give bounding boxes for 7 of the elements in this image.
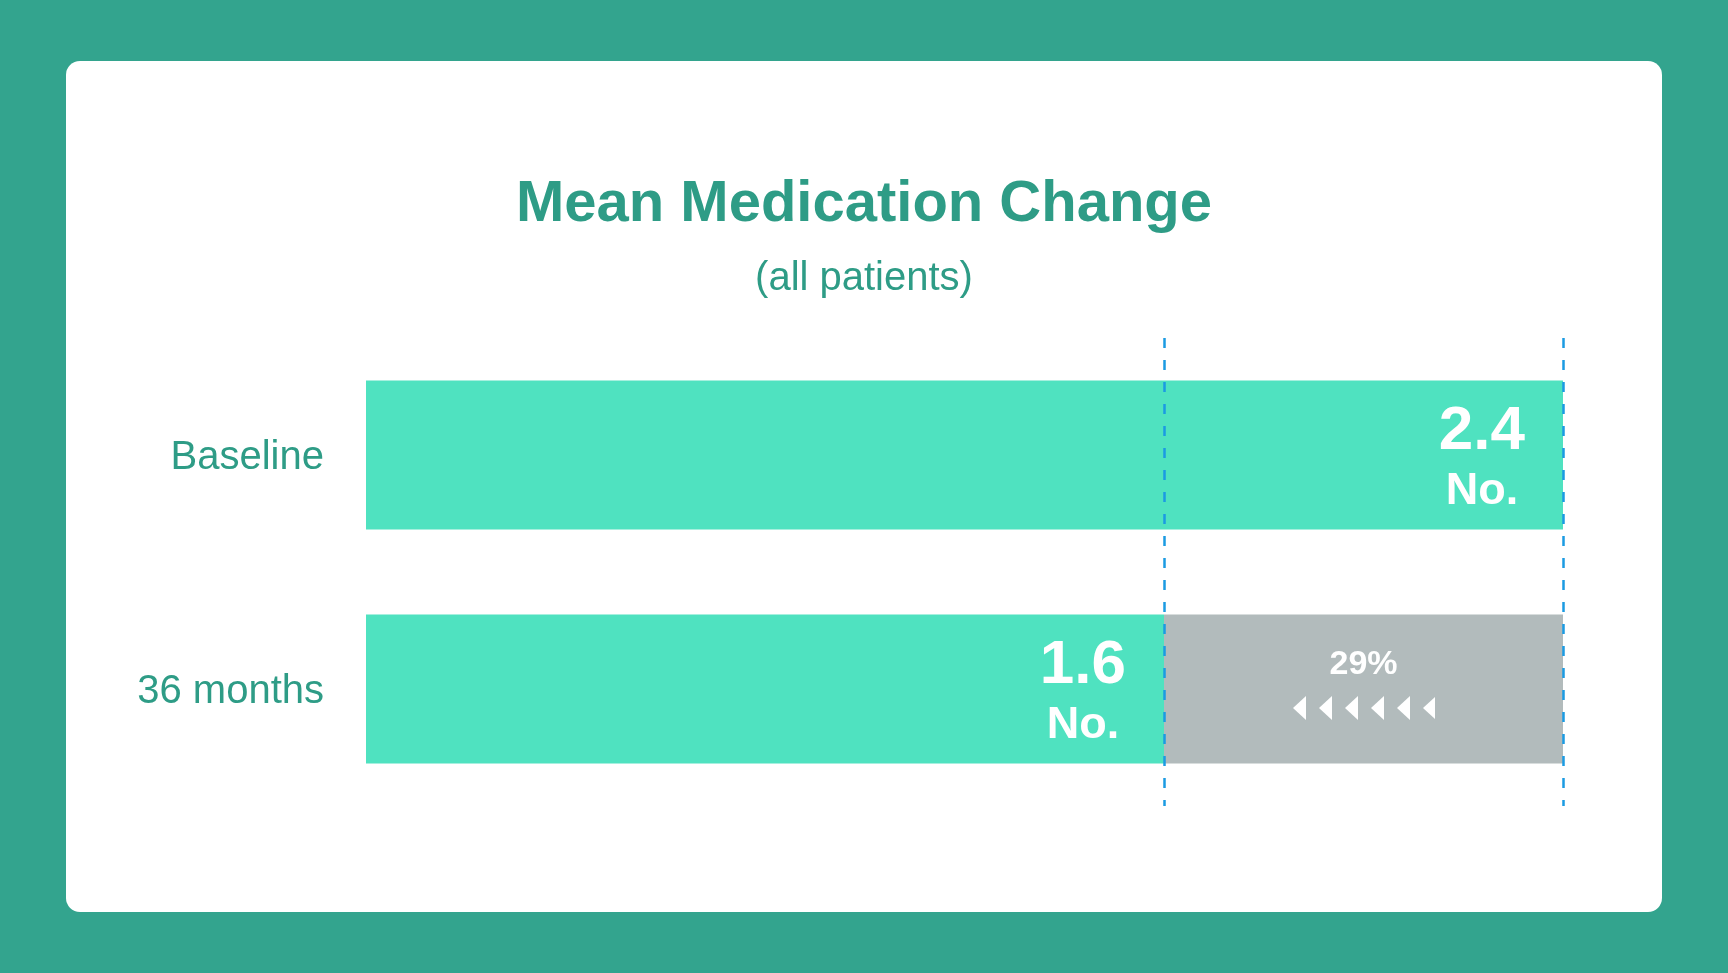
data-label: 1.6 No. — [1039, 626, 1127, 748]
chart-title: Mean Medication Change — [515, 167, 1213, 233]
data-label: 2.4 No. — [1438, 392, 1526, 514]
annotation: 29% — [1329, 643, 1398, 681]
y-tick-label: Baseline — [170, 433, 324, 477]
y-tick-label: 36 months — [137, 667, 324, 711]
chart-subtitle: (all patients) — [755, 254, 973, 298]
